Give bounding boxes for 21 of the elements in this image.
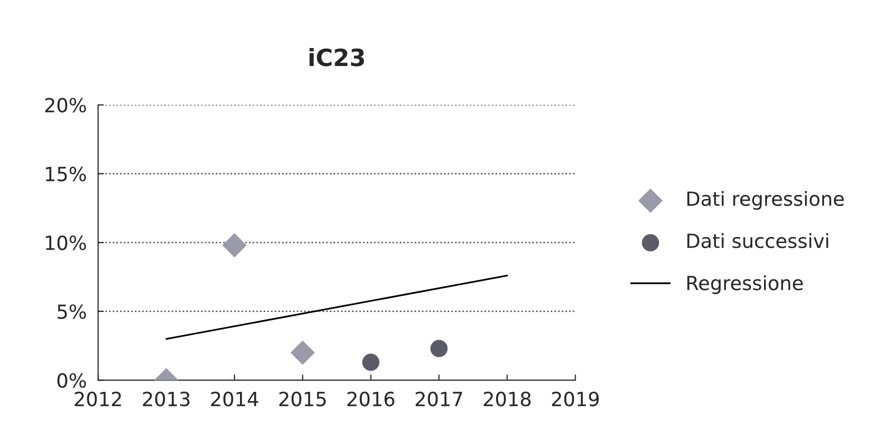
y-tick-label: 20% [45, 98, 86, 113]
legend-label: Dati successivi [687, 233, 828, 248]
x-tick-label: 2017 [416, 392, 462, 406]
y-tick-label: 0% [57, 373, 86, 388]
legend-label: Regressione [687, 275, 803, 294]
point [430, 340, 448, 358]
x-tick-label: 2019 [552, 392, 599, 406]
x-tick-label: 2016 [348, 392, 394, 406]
legend-label: Dati regressione [687, 190, 844, 210]
point [290, 340, 315, 365]
y-tick-label: 10% [46, 235, 86, 250]
point [362, 354, 380, 371]
x-tick-label: 2018 [484, 392, 531, 406]
x-tick-label: 2015 [279, 392, 326, 406]
x-tick-label: 2013 [142, 392, 190, 406]
chart-title: iC23 [310, 48, 364, 66]
y-tick-label: 15% [46, 166, 86, 182]
x-tick-label: 2012 [74, 392, 121, 406]
point [222, 233, 246, 258]
x-tick-label: 2014 [211, 392, 258, 406]
y-tick-label: 5% [58, 304, 86, 320]
